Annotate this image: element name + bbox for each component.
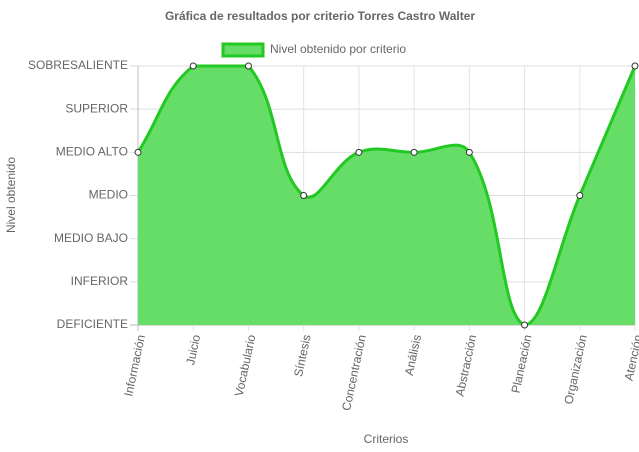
point: [189, 62, 197, 70]
y-tick-label: SOBRESALIENTE: [28, 58, 128, 72]
y-tick-label: INFERIOR: [71, 274, 129, 288]
x-tick-label: Síntesis: [291, 333, 314, 378]
x-tick-label: Organización: [561, 333, 589, 405]
y-tick-label: MEDIO BAJO: [54, 231, 128, 245]
legend-label: Nivel obtenido por criterio: [270, 42, 406, 56]
x-tick-label: Planeación: [509, 333, 535, 394]
y-tick-label: DEFICIENTE: [57, 317, 128, 331]
x-tick-label: Atención: [622, 333, 639, 382]
legend-swatch: [221, 42, 265, 58]
y-tick-label: MEDIO ALTO: [56, 145, 128, 159]
x-tick-label: Concentración: [339, 333, 369, 412]
x-tick-label: Juicio: [183, 333, 203, 366]
point: [521, 321, 529, 329]
chart-title: Gráfica de resultados por criterio Torre…: [165, 9, 475, 23]
point: [631, 62, 639, 70]
y-tick-label: SUPERIOR: [65, 101, 128, 115]
point: [465, 148, 473, 156]
x-axis-label: Criterios: [364, 432, 409, 446]
x-tick-label: Información: [121, 333, 148, 397]
point: [244, 62, 252, 70]
x-tick-label: Análisis: [402, 333, 424, 376]
point: [300, 192, 308, 199]
point: [355, 148, 363, 156]
line: [136, 64, 637, 327]
y-axis-label: Nivel obtenido: [4, 157, 18, 233]
plot: [134, 62, 639, 329]
point: [576, 192, 584, 199]
x-tick-label: Abstracción: [453, 333, 480, 397]
x-tick-label: Vocabulario: [232, 333, 259, 398]
point: [134, 148, 142, 156]
point: [410, 148, 418, 156]
area: [138, 66, 635, 325]
y-tick-label: MEDIO: [89, 188, 128, 202]
